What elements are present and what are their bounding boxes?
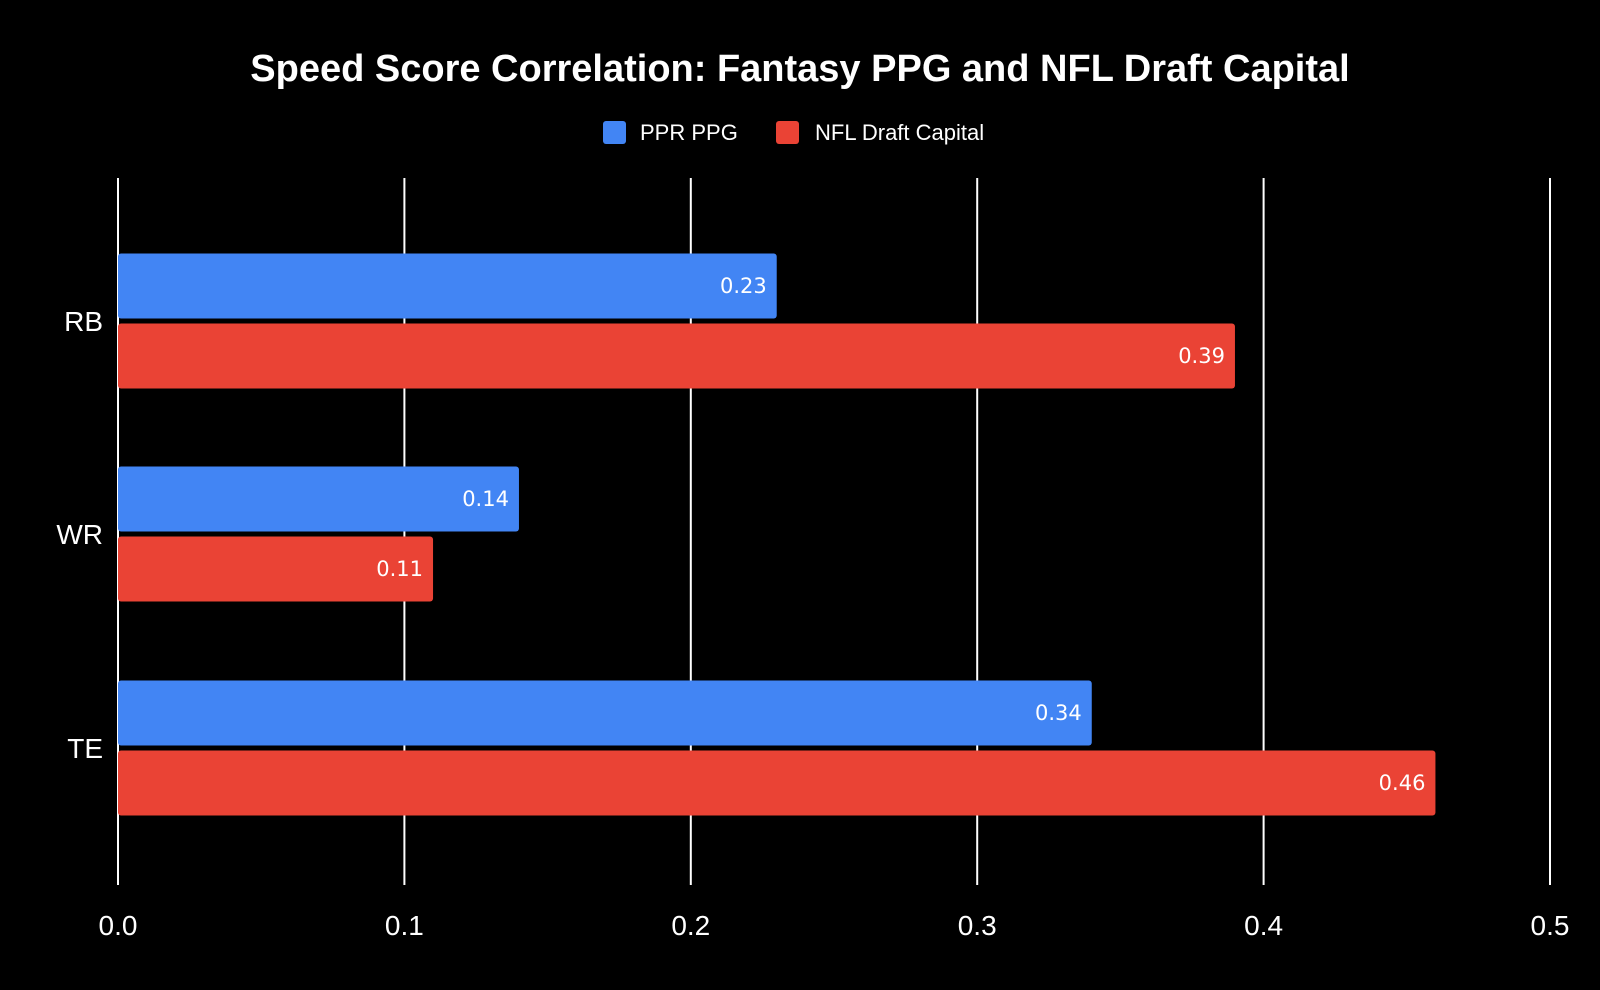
x-tick-label: 0.1: [385, 910, 424, 941]
bar-rb-ppr-ppg: [118, 253, 777, 319]
data-label-rb-ppr-ppg: 0.23: [720, 274, 767, 298]
data-label-rb-nfl-draft-capital: 0.39: [1178, 344, 1225, 368]
legend-label-ppr-ppg: PPR PPG: [640, 120, 738, 145]
data-label-te-ppr-ppg: 0.34: [1035, 701, 1082, 725]
axes: 0.0 0.1 0.2 0.3 0.4 0.5 RB WR TE: [56, 306, 1569, 941]
x-tick-label: 0.2: [671, 910, 710, 941]
data-labels: 0.23 0.39 0.14 0.11 0.34 0.46: [376, 274, 1425, 795]
bar-wr-ppr-ppg: [118, 466, 519, 532]
y-category-label-wr: WR: [56, 519, 103, 550]
bar-te-nfl-draft-capital: [118, 750, 1436, 816]
legend-item-ppr-ppg: PPR PPG: [603, 120, 738, 145]
bar-rb-nfl-draft-capital: [118, 323, 1235, 389]
legend: PPR PPG NFL Draft Capital: [603, 120, 984, 145]
data-label-te-nfl-draft-capital: 0.46: [1379, 771, 1426, 795]
legend-swatch-ppr-ppg: [603, 121, 626, 144]
x-tick-label: 0.0: [99, 910, 138, 941]
bar-wr-nfl-draft-capital: [118, 536, 434, 602]
chart-title: Speed Score Correlation: Fantasy PPG and…: [250, 48, 1349, 90]
data-label-wr-nfl-draft-capital: 0.11: [376, 557, 423, 581]
bars: [118, 253, 1436, 816]
y-category-label-rb: RB: [64, 306, 103, 337]
legend-swatch-nfl-draft-capital: [776, 121, 799, 144]
legend-label-nfl-draft-capital: NFL Draft Capital: [815, 120, 984, 145]
x-tick-label: 0.3: [958, 910, 997, 941]
bar-te-ppr-ppg: [118, 680, 1092, 746]
legend-item-nfl-draft-capital: NFL Draft Capital: [776, 120, 984, 145]
x-tick-label: 0.5: [1531, 910, 1570, 941]
x-tick-label: 0.4: [1244, 910, 1283, 941]
y-category-label-te: TE: [67, 733, 103, 764]
data-label-wr-ppr-ppg: 0.14: [462, 487, 509, 511]
